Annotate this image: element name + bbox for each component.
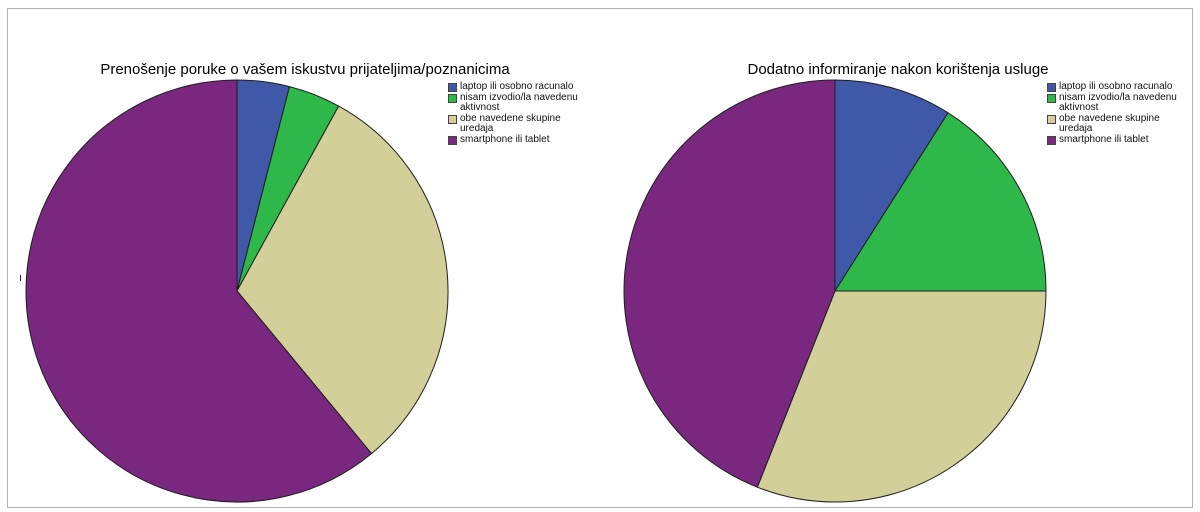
legend-item-laptop: laptop ili osobno racunalo	[448, 82, 588, 92]
legend-label: laptop ili osobno racunalo	[460, 81, 574, 92]
pie-chart-left: Prenošenje poruke o vašem iskustvu prija…	[8, 9, 608, 509]
legend: laptop ili osobno racunalo nisam izvodio…	[448, 82, 588, 146]
legend-swatch	[448, 115, 457, 124]
chart-title: Dodatno informiranje nakon korištenja us…	[747, 61, 1049, 78]
legend-item-laptop: laptop ili osobno racunalo	[1047, 82, 1187, 92]
pie-slice-obe	[756, 290, 1047, 503]
legend-swatch	[1047, 115, 1056, 124]
legend-swatch	[448, 94, 457, 103]
legend-label: smartphone ili tablet	[460, 134, 550, 145]
legend-item-obe: obe navedene skupine uredaja	[448, 114, 588, 134]
pie-chart-right: Dodatno informiranje nakon korištenja us…	[608, 9, 1194, 509]
legend-swatch	[1047, 94, 1056, 103]
pie-slice-smartphone	[623, 79, 836, 488]
axis-tick-mark	[20, 275, 21, 281]
legend-swatch	[1047, 83, 1056, 92]
legend-label: nisam izvodio/la navedenu aktivnost	[460, 92, 578, 113]
legend-label: obe navedene skupine uredaja	[1059, 113, 1160, 134]
legend-swatch	[448, 83, 457, 92]
legend-label: smartphone ili tablet	[1059, 134, 1149, 145]
legend-swatch	[448, 136, 457, 145]
legend-label: laptop ili osobno racunalo	[1059, 81, 1173, 92]
chart-title: Prenošenje poruke o vašem iskustvu prija…	[100, 61, 510, 78]
legend-item-smartphone: smartphone ili tablet	[448, 135, 588, 145]
legend-item-obe: obe navedene skupine uredaja	[1047, 114, 1187, 134]
pie-slice-laptop	[834, 79, 949, 293]
legend-item-nisam: nisam izvodio/la navedenu aktivnost	[1047, 93, 1187, 113]
legend-item-nisam: nisam izvodio/la navedenu aktivnost	[448, 93, 588, 113]
pie-slice-nisam	[834, 112, 1047, 292]
pie-chart-svg	[623, 79, 1047, 503]
legend-label: nisam izvodio/la navedenu aktivnost	[1059, 92, 1177, 113]
legend-item-smartphone: smartphone ili tablet	[1047, 135, 1187, 145]
pie-chart-svg	[25, 79, 449, 503]
chart-frame: Prenošenje poruke o vašem iskustvu prija…	[7, 8, 1193, 508]
legend-label: obe navedene skupine uredaja	[460, 113, 561, 134]
pie-slice-smartphone	[25, 79, 373, 503]
pie-slice-obe	[236, 105, 449, 455]
legend: laptop ili osobno racunalo nisam izvodio…	[1047, 82, 1187, 146]
legend-swatch	[1047, 136, 1056, 145]
